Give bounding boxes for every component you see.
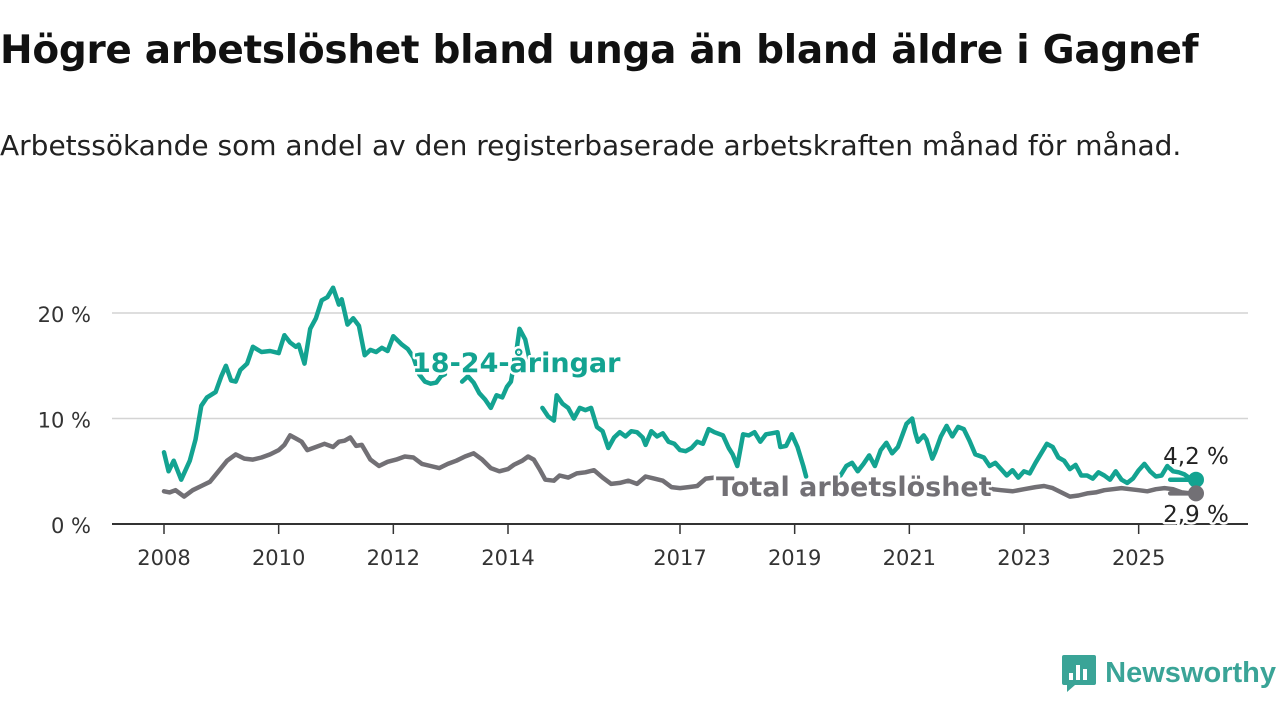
x-tick-label: 2019	[768, 546, 821, 570]
x-tick-label: 2017	[653, 546, 706, 570]
series-label-youth: 18-24-åringar	[412, 347, 621, 379]
series-line-youth	[540, 393, 809, 479]
y-tick-label: 10 %	[38, 409, 91, 433]
y-tick-label: 20 %	[38, 303, 91, 327]
series-line-total	[975, 480, 1193, 499]
page-subtitle: Arbetssökande som andel av den registerb…	[0, 129, 1182, 162]
series-line-youth	[459, 326, 533, 411]
series-line-total	[161, 433, 734, 499]
newsworthy-logo-icon	[1062, 655, 1097, 692]
end-label-youth: 4,2 %	[1163, 444, 1229, 470]
x-tick-label: 2023	[997, 546, 1050, 570]
end-marker-youth	[1188, 471, 1204, 488]
newsworthy-brand[interactable]: Newsworthy	[1061, 653, 1276, 693]
page-title: Högre arbetslöshet bland unga än bland ä…	[0, 28, 1199, 73]
series-line-youth	[838, 416, 1199, 486]
series-label-total: Total arbetslöshet	[716, 472, 992, 503]
x-tick-label: 2008	[137, 546, 190, 570]
x-tick-label: 2021	[883, 546, 936, 570]
y-tick-label: 0 %	[51, 514, 91, 538]
x-tick-label: 2014	[481, 546, 534, 570]
brand-name: Newsworthy	[1105, 656, 1276, 689]
x-tick-label: 2025	[1112, 546, 1165, 570]
x-tick-label: 2012	[367, 546, 420, 570]
end-label-total: 2,9 %	[1163, 502, 1229, 528]
end-marker-total	[1188, 485, 1204, 502]
x-tick-label: 2010	[252, 546, 305, 570]
series-line-youth	[161, 285, 448, 482]
